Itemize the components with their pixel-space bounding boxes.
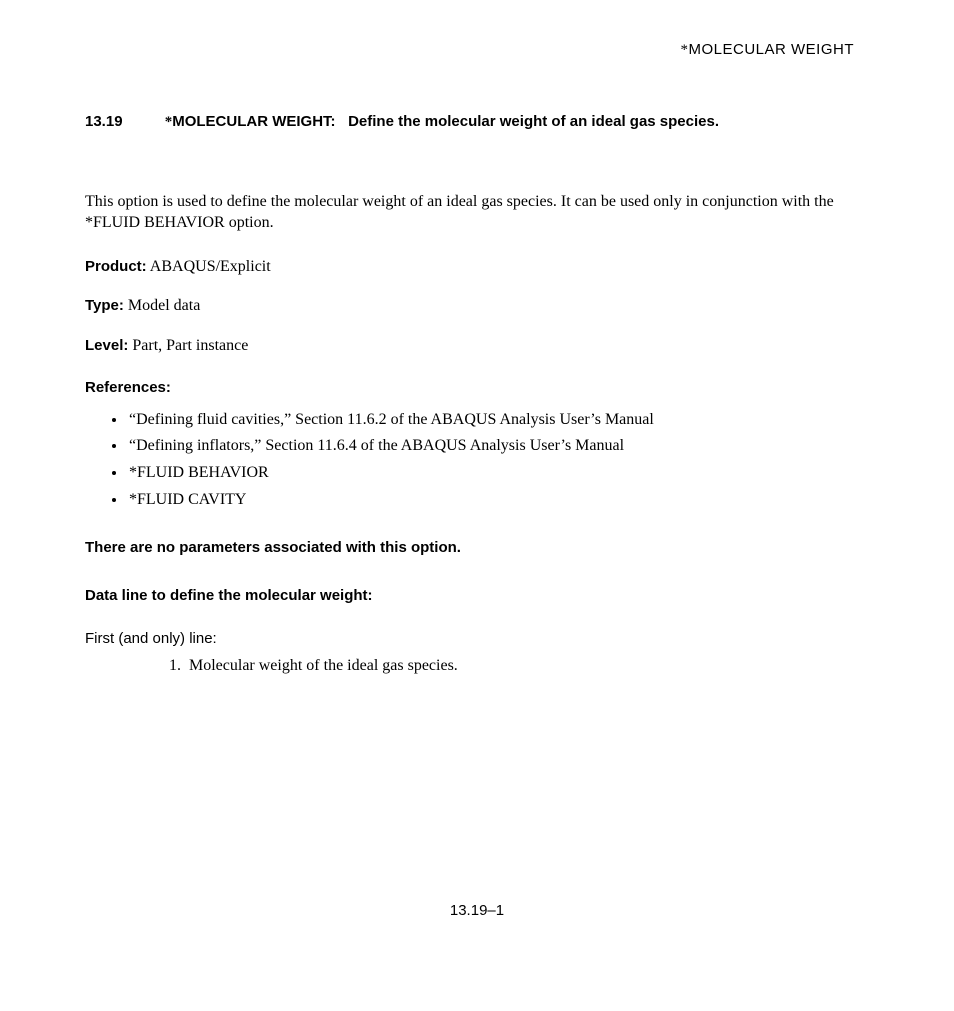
type-label: Type: <box>85 297 124 314</box>
section-subtitle: Define the molecular weight of an ideal … <box>348 113 719 130</box>
dataline-item: Molecular weight of the ideal gas specie… <box>185 655 869 677</box>
first-line-label: First (and only) line: <box>85 629 869 649</box>
running-head-text: MOLECULAR WEIGHT <box>688 41 854 58</box>
type-value: Model data <box>128 297 200 314</box>
no-parameters-note: There are no parameters associated with … <box>85 538 869 558</box>
product-line: Product: ABAQUS/Explicit <box>85 256 869 278</box>
reference-item: “Defining inflators,” Section 11.6.4 of … <box>127 435 869 457</box>
level-value: Part, Part instance <box>132 337 248 354</box>
running-head: *MOLECULAR WEIGHT <box>85 40 854 60</box>
dataline-heading: Data line to define the molecular weight… <box>85 586 869 606</box>
section-heading: 13.19 *MOLECULAR WEIGHT: Define the mole… <box>85 112 869 132</box>
level-line: Level: Part, Part instance <box>85 335 869 357</box>
reference-item: *FLUID CAVITY <box>127 489 869 511</box>
references-list: “Defining fluid cavities,” Section 11.6.… <box>85 409 869 510</box>
level-label: Level: <box>85 337 128 354</box>
dataline-list: Molecular weight of the ideal gas specie… <box>85 655 869 677</box>
product-value: ABAQUS/Explicit <box>150 258 271 275</box>
product-label: Product: <box>85 258 147 275</box>
page-footer: 13.19–1 <box>85 901 869 921</box>
type-line: Type: Model data <box>85 295 869 317</box>
section-keyword: MOLECULAR WEIGHT: <box>172 113 335 130</box>
references-heading: References: <box>85 378 869 398</box>
intro-paragraph: This option is used to define the molecu… <box>85 191 869 234</box>
reference-item: “Defining fluid cavities,” Section 11.6.… <box>127 409 869 431</box>
section-number: 13.19 <box>85 112 123 132</box>
reference-item: *FLUID BEHAVIOR <box>127 462 869 484</box>
